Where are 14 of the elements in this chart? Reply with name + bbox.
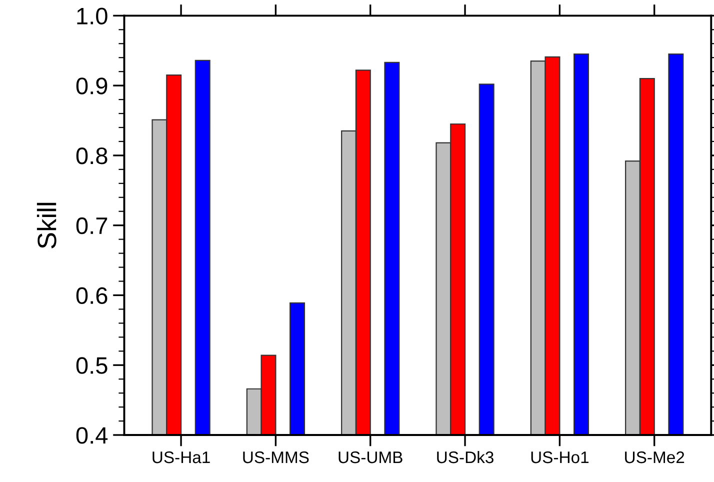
- y-tick-label: 0.7: [76, 217, 108, 234]
- x-tick-label: US-Ha1: [152, 451, 210, 464]
- y-tick-label: 0.9: [76, 78, 108, 94]
- y-tick-label: 1.0: [77, 8, 108, 24]
- y-tick-label: 0.5: [76, 357, 108, 374]
- x-tick-label: US-MMS: [243, 451, 309, 464]
- x-tick-label: US-Ho1: [531, 451, 589, 464]
- y-axis-title: Skill: [36, 202, 56, 248]
- y-tick-label: 0.4: [76, 427, 108, 444]
- x-tick-label: US-Me2: [625, 451, 684, 464]
- y-tick-label: 0.6: [76, 287, 108, 304]
- y-tick-label: 0.8: [76, 148, 108, 164]
- x-tick-label: US-Dk3: [437, 450, 494, 464]
- x-tick-label: US-UMB: [338, 451, 402, 464]
